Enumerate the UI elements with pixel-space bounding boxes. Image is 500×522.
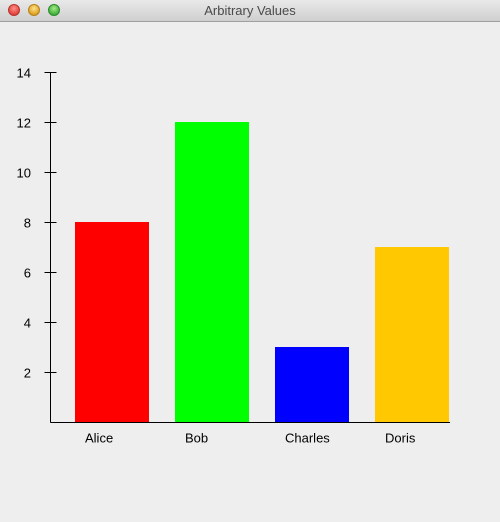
x-label-alice: Alice — [85, 431, 113, 446]
title-bar[interactable]: Arbitrary Values — [0, 0, 500, 22]
close-window-button[interactable] — [8, 4, 20, 16]
x-labels-group: Alice Bob Charles Doris — [85, 431, 416, 446]
bars-group — [75, 122, 449, 422]
bar-chart: 2 4 6 8 10 12 14 Alice Bob Charles Doris — [17, 66, 450, 446]
x-label-bob: Bob — [185, 431, 208, 446]
y-tick-label-4: 4 — [24, 316, 31, 331]
window-title: Arbitrary Values — [204, 3, 296, 18]
x-label-doris: Doris — [385, 431, 416, 446]
y-tick-label-12: 12 — [17, 116, 31, 131]
bar-bob — [175, 122, 249, 422]
bar-charles — [275, 347, 349, 422]
y-tick-label-2: 2 — [24, 366, 31, 381]
bar-doris — [375, 247, 449, 422]
minimize-window-button[interactable] — [28, 4, 40, 16]
zoom-window-button[interactable] — [48, 4, 60, 16]
x-label-charles: Charles — [285, 431, 330, 446]
y-tick-label-6: 6 — [24, 266, 31, 281]
y-tick-label-8: 8 — [24, 216, 31, 231]
bar-alice — [75, 222, 149, 422]
y-tick-label-10: 10 — [17, 166, 31, 181]
y-ticks-group: 2 4 6 8 10 12 14 — [17, 66, 57, 381]
y-tick-label-14: 14 — [17, 66, 31, 81]
